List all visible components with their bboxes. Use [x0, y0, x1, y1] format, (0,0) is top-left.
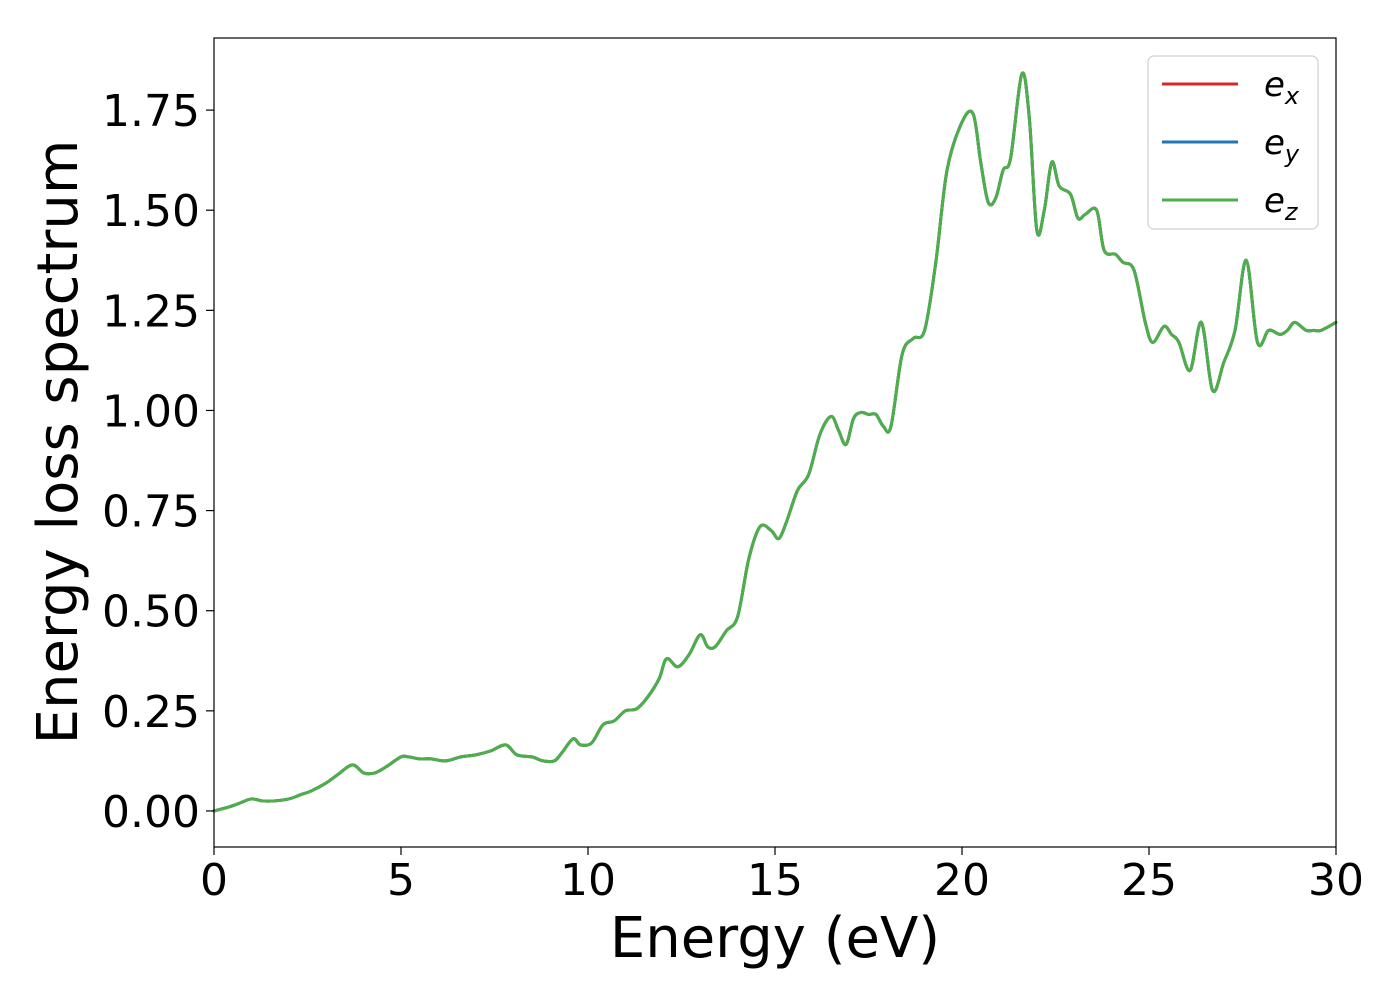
x-tick-label: 5: [387, 855, 415, 906]
legend-label-base: e: [1264, 65, 1285, 105]
y-tick-label: 0.50: [102, 587, 200, 638]
legend-label-subscript: x: [1284, 82, 1300, 110]
x-tick-label: 15: [747, 855, 803, 906]
y-axis-ticks: 0.00 0.25 0.50 0.75 1.00 1.25 1.50 1.75: [102, 86, 214, 838]
legend-label-e-y: ey: [1264, 123, 1300, 168]
legend-label-subscript: y: [1284, 140, 1300, 168]
x-tick-label: 0: [200, 855, 228, 906]
y-tick-label: 0.25: [102, 687, 200, 738]
y-tick-label: 1.25: [102, 286, 200, 337]
x-axis-title: Energy (eV): [610, 906, 940, 971]
y-tick-label: 0.00: [102, 787, 200, 838]
legend-label-base: e: [1264, 123, 1285, 163]
y-tick-label: 1.00: [102, 386, 200, 437]
legend-label-base: e: [1264, 181, 1285, 221]
legend-label-e-z: ez: [1264, 181, 1299, 226]
y-tick-label: 1.50: [102, 186, 200, 237]
x-axis-ticks: 0 5 10 15 20 25 30: [200, 847, 1364, 906]
x-tick-label: 20: [934, 855, 990, 906]
x-tick-label: 25: [1121, 855, 1177, 906]
y-axis-title: Energy loss spectrum: [26, 140, 91, 745]
legend-label-subscript: z: [1284, 198, 1299, 226]
series-line-e-z: [212, 71, 1338, 813]
legend-label-e-x: ex: [1264, 65, 1300, 110]
x-tick-label: 10: [560, 855, 616, 906]
series-layer: [212, 71, 1338, 813]
x-tick-label: 30: [1308, 855, 1364, 906]
y-tick-label: 0.75: [102, 487, 200, 538]
y-tick-label: 1.75: [102, 86, 200, 137]
